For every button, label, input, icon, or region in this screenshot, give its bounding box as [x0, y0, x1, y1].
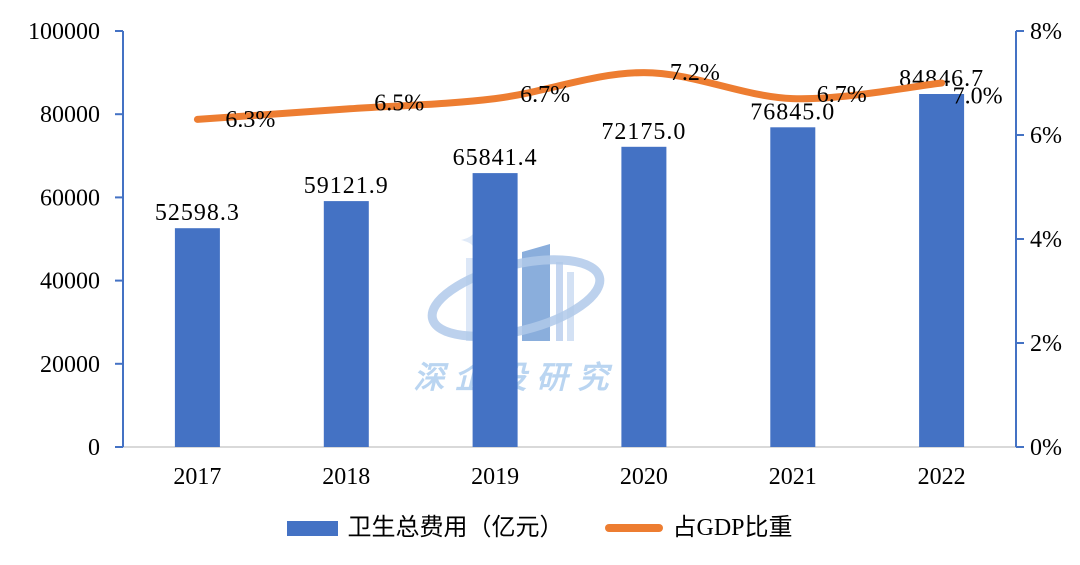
bar-2019[interactable] [472, 173, 518, 447]
bar-label-2020: 72175.0 [601, 119, 686, 145]
line-label-2019: 6.7% [520, 82, 570, 108]
bar-label-2018: 59121.9 [304, 173, 389, 199]
bar-series-label: 卫生总费用（亿元） [347, 515, 564, 541]
right-axis-tick-label: 4% [1030, 227, 1062, 253]
line-label-2022: 7.0% [953, 84, 1003, 110]
bar-2021[interactable] [770, 127, 816, 448]
line-label-2021: 6.7% [817, 82, 867, 108]
legend: 卫生总费用（亿元） 占GDP比重 [0, 514, 1080, 542]
right-axis-tick-label: 0% [1030, 435, 1062, 461]
gdp-share-line[interactable] [193, 69, 946, 123]
left-axis-tick-label: 100000 [28, 19, 100, 45]
bar-2022[interactable] [919, 94, 965, 447]
x-tick-label-2021: 2021 [769, 464, 817, 490]
left-axis-tick-label: 80000 [40, 102, 100, 128]
watermark-building-strip [567, 272, 574, 341]
legend-item-bar-series[interactable]: 卫生总费用（亿元） [287, 514, 563, 542]
x-tick-label-2020: 2020 [620, 464, 668, 490]
x-tick-label-2022: 2022 [918, 464, 966, 490]
bar-series-swatch [287, 520, 339, 536]
bar-label-2017: 52598.3 [155, 200, 240, 226]
x-tick-label-2018: 2018 [322, 464, 370, 490]
watermark-building-strip [556, 262, 563, 341]
line-series-swatch [605, 524, 664, 532]
bar-2018[interactable] [323, 201, 369, 447]
bar-label-2019: 65841.4 [453, 145, 538, 171]
left-axis-tick-label: 40000 [40, 269, 100, 295]
line-series-label: 占GDP比重 [672, 515, 793, 541]
bar-2020[interactable] [621, 146, 667, 448]
line-label-2020: 7.2% [670, 60, 720, 86]
watermark-building-right [522, 244, 550, 341]
line-label-2018: 6.5% [374, 91, 424, 117]
left-axis-tick-label: 0 [88, 435, 100, 461]
bar-2017[interactable] [174, 228, 220, 447]
legend-item-line-series[interactable]: 占GDP比重 [605, 514, 793, 542]
left-axis-tick-label: 60000 [40, 185, 100, 211]
right-axis-tick-label: 2% [1030, 331, 1062, 357]
right-axis-tick-label: 6% [1030, 123, 1062, 149]
left-axis-tick-label: 20000 [40, 352, 100, 378]
line-label-2017: 6.3% [225, 107, 275, 133]
bar-label-2021: 76845.0 [750, 99, 835, 125]
right-axis-tick-label: 8% [1030, 19, 1062, 45]
x-tick-label-2019: 2019 [471, 464, 519, 490]
x-tick-label-2017: 2017 [173, 464, 221, 490]
